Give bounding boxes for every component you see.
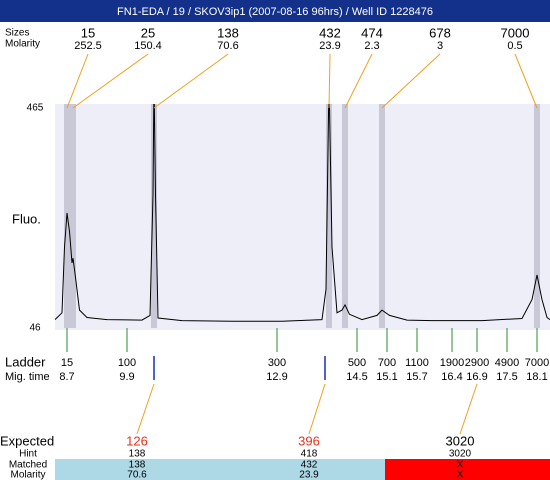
matched-value: X <box>457 460 464 471</box>
expected-label: Expected <box>0 433 54 448</box>
ladder-time: 16.4 <box>441 371 462 383</box>
matched-value: 138 <box>129 460 146 471</box>
plot-area <box>55 104 550 330</box>
peak-size: 138 <box>217 25 239 40</box>
peak-size: 15 <box>81 25 95 40</box>
ladder-time: 18.1 <box>526 371 547 383</box>
expected-value: 126 <box>126 433 148 448</box>
peak-size: 432 <box>319 25 341 40</box>
peak-band <box>151 104 157 328</box>
fluorescence-trace <box>55 104 550 322</box>
expected-leader <box>308 383 326 435</box>
y-axis-label: Fluo. <box>12 211 41 226</box>
peak-band <box>326 104 332 328</box>
peak-band <box>379 104 385 328</box>
trace-group <box>55 104 550 322</box>
expected-leader <box>459 383 478 435</box>
peak-molarity: 150.4 <box>134 40 162 52</box>
ladder-time: 8.7 <box>59 371 74 383</box>
title-bar <box>0 0 550 22</box>
peak-leader <box>344 53 373 109</box>
peak-leader <box>328 53 331 109</box>
expected-value: 396 <box>298 433 320 448</box>
peak-molarity: 252.5 <box>74 40 102 52</box>
ladder-size: 7000 <box>525 357 549 369</box>
y-tick-label: 46 <box>29 323 41 334</box>
peak-band <box>342 104 348 328</box>
peak-molarity: 23.9 <box>319 40 340 52</box>
peak-molarity: 3 <box>437 40 443 52</box>
ladder-size: 1900 <box>440 357 464 369</box>
peak-leader <box>153 53 229 109</box>
molarity-value: 70.6 <box>127 470 147 480</box>
ladder-time: 15.1 <box>376 371 397 383</box>
ladder-size: 1100 <box>405 357 429 369</box>
molarity-value: X <box>457 470 464 480</box>
peak-leader <box>514 53 538 109</box>
ladder-size: 100 <box>118 357 136 369</box>
ladder-size: 300 <box>268 357 286 369</box>
result-row-bg <box>55 459 385 480</box>
ladder-size: 2900 <box>465 357 489 369</box>
peak-size: 678 <box>429 25 451 40</box>
peak-molarity: 70.6 <box>217 40 238 52</box>
ladder-time: 16.9 <box>466 371 487 383</box>
expected-row-label: Matched <box>9 460 47 471</box>
sizes-label: Sizes <box>5 28 29 39</box>
result-row-bg <box>385 459 550 480</box>
peak-band <box>534 104 540 328</box>
ladder-label: Ladder <box>5 354 46 369</box>
ladder-time: 17.5 <box>496 371 517 383</box>
chart-title: FN1-EDA / 19 / SKOV3ip1 (2007-08-16 96hr… <box>117 6 433 18</box>
peak-band <box>70 104 76 328</box>
peak-leader <box>66 53 89 109</box>
molarity-label: Molarity <box>5 39 40 50</box>
molarity-value: 23.9 <box>299 470 319 480</box>
expected-leader <box>136 383 155 435</box>
peak-size: 474 <box>361 25 383 40</box>
expected-value: 3020 <box>446 433 475 448</box>
matched-value: 432 <box>301 460 318 471</box>
peak-size: 7000 <box>501 25 530 40</box>
ladder-size: 500 <box>348 357 366 369</box>
y-tick-label: 465 <box>27 103 44 114</box>
ladder-time: 15.7 <box>406 371 427 383</box>
peak-leader <box>72 53 149 109</box>
peak-molarity: 0.5 <box>507 40 522 52</box>
expected-row-label: Molarity <box>10 470 45 480</box>
hint-value: 3020 <box>449 449 472 460</box>
peak-molarity: 2.3 <box>364 40 379 52</box>
hint-value: 138 <box>129 449 146 460</box>
peak-leader <box>381 53 441 109</box>
ladder-time: 14.5 <box>346 371 367 383</box>
ladder-size: 15 <box>61 357 73 369</box>
ladder-size: 700 <box>378 357 396 369</box>
expected-row-label: Hint <box>19 449 37 460</box>
peak-size: 25 <box>141 25 155 40</box>
hint-value: 418 <box>301 449 318 460</box>
ladder-time: 9.9 <box>119 371 134 383</box>
ladder-size: 4900 <box>495 357 519 369</box>
ladder-time: 12.9 <box>266 371 287 383</box>
mig-time-label: Mig. time <box>5 371 50 383</box>
